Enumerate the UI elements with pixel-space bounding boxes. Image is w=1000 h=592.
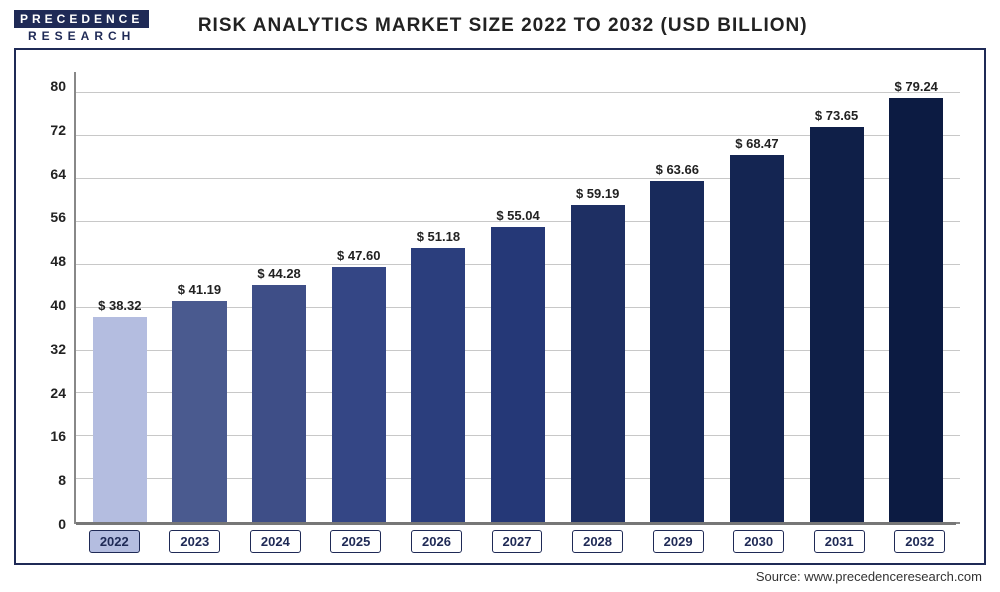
bar-value-label: $ 68.47 [735,136,778,151]
y-tick: 0 [58,517,66,531]
bar-value-label: $ 41.19 [178,282,221,297]
y-tick: 32 [50,342,66,356]
bar-value-label: $ 47.60 [337,248,380,263]
x-tick: 2032 [879,530,960,553]
y-tick: 72 [50,123,66,137]
y-tick: 40 [50,298,66,312]
y-tick: 56 [50,210,66,224]
bar-value-label: $ 51.18 [417,229,460,244]
bar-value-label: $ 63.66 [656,162,699,177]
plot: 80726456484032241680 $ 38.32$ 41.19$ 44.… [40,72,960,524]
y-tick: 48 [50,254,66,268]
bar [650,181,704,522]
logo-top-text: PRECEDENCE [14,10,149,28]
bar-value-label: $ 38.32 [98,298,141,313]
x-tick-label: 2030 [733,530,784,553]
bar-value-label: $ 55.04 [496,208,539,223]
bar [332,267,386,522]
bar [730,155,784,522]
x-tick-label: 2028 [572,530,623,553]
x-tick-label: 2023 [169,530,220,553]
x-tick-label: 2031 [814,530,865,553]
bar-slot: $ 68.47 [717,72,797,522]
bar-slot: $ 55.04 [478,72,558,522]
baseline-shadow [76,522,956,525]
bar-value-label: $ 79.24 [895,79,938,94]
y-tick: 24 [50,386,66,400]
x-axis: 2022 2023 2024 2025 2026 2027 2028 2029 2030 2031… [40,530,960,553]
bar [810,127,864,522]
y-tick: 64 [50,167,66,181]
plot-area: $ 38.32 $ 41.19 $ 44.28 $ 47.60 $ 51.18 $ 55.… [74,72,960,524]
x-tick-label: 2027 [492,530,543,553]
x-tick: 2022 [74,530,155,553]
x-tick: 2028 [557,530,638,553]
bar-value-label: $ 44.28 [257,266,300,281]
bar [571,205,625,522]
bar [411,248,465,522]
x-tick: 2031 [799,530,880,553]
brand-logo: PRECEDENCE RESEARCH [14,10,149,42]
x-tick: 2024 [235,530,316,553]
x-tick: 2025 [316,530,397,553]
source-attribution: Source: www.precedenceresearch.com [14,569,986,584]
y-tick: 80 [50,79,66,93]
x-tick-label: 2024 [250,530,301,553]
x-tick-label: 2025 [330,530,381,553]
bar-slot: $ 44.28 [239,72,319,522]
x-tick: 2026 [396,530,477,553]
chart-title: RISK ANALYTICS MARKET SIZE 2022 TO 2032 … [149,15,856,37]
logo-bottom-text: RESEARCH [14,28,149,42]
bar [491,227,545,522]
bar [172,301,226,522]
y-tick: 8 [58,473,66,487]
x-tick-label: 2026 [411,530,462,553]
bar-slot: $ 63.66 [637,72,717,522]
bar-slot: $ 47.60 [319,72,399,522]
bar-slot: $ 38.32 [80,72,160,522]
bar-slot: $ 59.19 [558,72,638,522]
bar [889,98,943,523]
header: PRECEDENCE RESEARCH RISK ANALYTICS MARKE… [14,10,986,42]
x-tick: 2027 [477,530,558,553]
bar-slot: $ 41.19 [160,72,240,522]
bar-value-label: $ 73.65 [815,108,858,123]
x-tick: 2030 [718,530,799,553]
x-tick-label: 2022 [89,530,140,553]
x-tick: 2029 [638,530,719,553]
bar-slot: $ 73.65 [797,72,877,522]
y-axis: 80726456484032241680 [40,72,74,524]
bar [252,285,306,522]
bar-slot: $ 51.18 [399,72,479,522]
y-tick: 16 [50,429,66,443]
bars-container: $ 38.32 $ 41.19 $ 44.28 $ 47.60 $ 51.18 $ 55.… [76,72,960,522]
bar-value-label: $ 59.19 [576,186,619,201]
bar-slot: $ 79.24 [876,72,956,522]
chart-frame: 80726456484032241680 $ 38.32$ 41.19$ 44.… [14,48,986,565]
x-tick-label: 2032 [894,530,945,553]
x-tick: 2023 [155,530,236,553]
x-tick-label: 2029 [653,530,704,553]
bar [93,317,147,522]
